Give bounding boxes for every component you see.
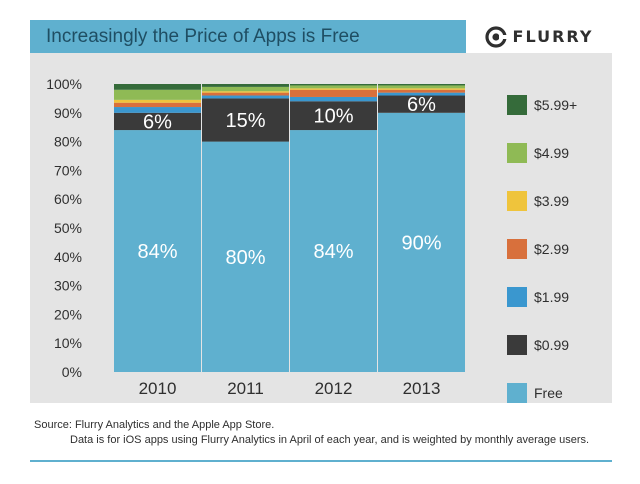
data-note-text: Data is for iOS apps using Flurry Analyt… [70,434,590,446]
bar-segment [202,95,289,99]
bar-segment [290,85,377,89]
x-tick-label: 2010 [139,379,177,398]
bar-segment [202,84,289,87]
bar-data-label: 6% [407,94,436,116]
bottom-divider [30,460,612,462]
bar-data-label: 10% [313,106,353,128]
bar-segment [114,102,201,108]
x-axis: 2010 2011 2012 2013 [139,379,441,398]
bar-data-label: 80% [225,247,265,269]
legend-label: $1.99 [534,289,569,305]
bar-data-label: 15% [225,110,265,132]
legend-swatch [507,239,527,259]
bar-segment [114,130,201,372]
source-text: Source: Flurry Analytics and the Apple A… [34,419,275,431]
legend-label: $5.99+ [534,97,577,113]
legend-swatch [507,335,527,355]
legend-swatch [507,95,527,115]
bar-segment [290,88,377,90]
legend: $5.99+ $4.99 $3.99 $2.99 $1.99 $0.99 Free [507,95,577,403]
legend-label: $2.99 [534,241,569,257]
bar-segment [202,91,289,93]
y-tick-label: 60% [54,191,82,207]
bars: 84% 6% 80% 15% 84% 10% 90% 6% [114,84,465,373]
flurry-logo: FLURRY [466,20,612,53]
bar-segment [290,130,377,372]
legend-label: $0.99 [534,337,569,353]
y-tick-label: 40% [54,249,82,265]
bar-segment [290,84,377,86]
bar-data-label: 84% [137,241,177,263]
chart-title: Increasingly the Price of Apps is Free [46,25,360,47]
y-tick-label: 50% [54,220,82,236]
bar-segment [378,92,465,96]
y-axis: 0% 10% 20% 30% 40% 50% 60% 70% 80% 90% 100% [46,76,82,380]
chart-panel: 0% 10% 20% 30% 40% 50% 60% 70% 80% 90% 100% 84% 6% 8… [30,53,612,403]
bar-segment [378,89,465,93]
flurry-logo-text: FLURRY [512,27,594,46]
legend-label: $4.99 [534,145,569,161]
x-tick-label: 2011 [227,379,264,398]
legend-swatch [507,191,527,211]
flurry-logo-icon [484,25,507,48]
y-tick-label: 30% [54,278,82,294]
bar-segment [114,107,201,113]
bar-segment [378,112,465,373]
y-tick-label: 100% [46,76,82,92]
bar-segment [114,84,201,90]
y-tick-label: 0% [62,364,82,380]
bar-segment [202,141,289,372]
legend-swatch [507,143,527,163]
y-tick-label: 70% [54,162,82,178]
bar-segment [290,89,377,97]
bar-segment [202,98,289,142]
bar-segment [114,99,201,103]
stacked-bar-chart: 0%10%20%30%40%50%60%70%80%90%100% 84%6%8… [46,76,577,403]
bar-segment [378,85,465,89]
bar-data-label: 6% [143,111,172,133]
bar-segment [378,84,465,86]
legend-swatch [507,383,527,403]
legend-swatch [507,287,527,307]
bar-segment [290,101,377,131]
bar-segment [202,92,289,96]
y-tick-label: 20% [54,306,82,322]
source-note: Source: Flurry Analytics and the Apple A… [34,418,614,448]
bar-segment [378,88,465,90]
y-tick-label: 80% [54,134,82,150]
bar-segment [114,89,201,100]
legend-label: Free [534,385,563,401]
y-tick-label: 10% [54,335,82,351]
bar-segment [202,86,289,92]
chart-title-bar: Increasingly the Price of Apps is Free [30,20,466,53]
bar-data-label: 90% [401,232,441,254]
legend-label: $3.99 [534,193,569,209]
bar-segment [114,112,201,131]
bar-segment [378,95,465,113]
x-tick-label: 2012 [315,379,353,398]
y-tick-label: 90% [54,105,82,121]
x-tick-label: 2013 [403,379,441,398]
bar-data-label: 84% [313,241,353,263]
bar-segment [290,96,377,102]
